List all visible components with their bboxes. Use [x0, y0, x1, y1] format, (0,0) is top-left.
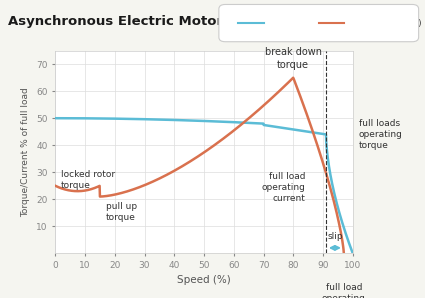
Text: full loads
operating
torque: full loads operating torque — [359, 119, 402, 150]
Y-axis label: Torque/Current % of full load: Torque/Current % of full load — [22, 87, 31, 217]
Text: pull up
torque: pull up torque — [106, 202, 137, 222]
Text: slip: slip — [327, 232, 343, 241]
Text: locked rotor
torque: locked rotor torque — [61, 170, 115, 190]
Text: Torque (Nm, lb ft): Torque (Nm, lb ft) — [348, 18, 422, 28]
Text: Asynchronous Electric Motor (Slip): Asynchronous Electric Motor (Slip) — [8, 15, 269, 28]
Text: break down
torque: break down torque — [265, 47, 322, 69]
Text: full load
operating
current: full load operating current — [261, 172, 305, 204]
Text: full load
operating
speed: full load operating speed — [322, 283, 366, 298]
X-axis label: Speed (%): Speed (%) — [177, 275, 231, 285]
Text: Current (A): Current (A) — [268, 18, 314, 28]
